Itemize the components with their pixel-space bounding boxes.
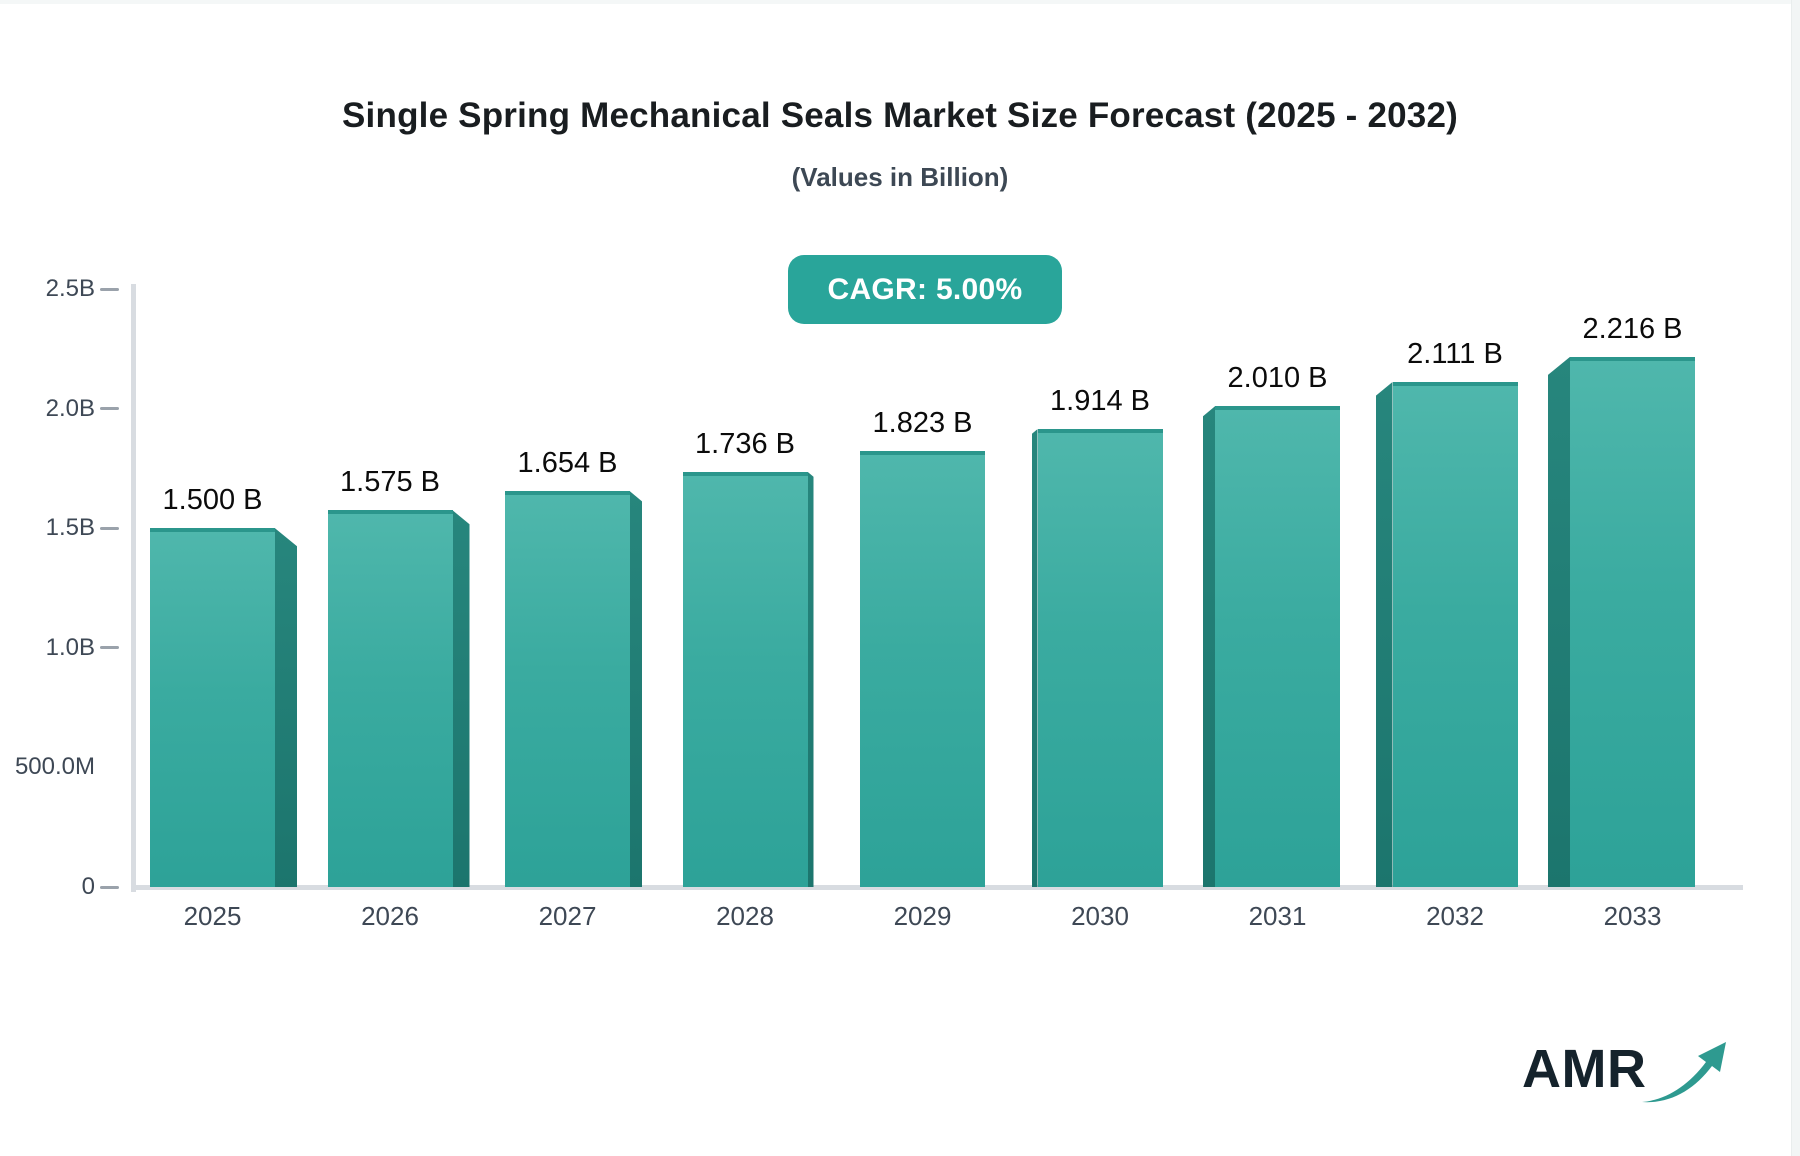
bar-value-label-2026: 1.575 B xyxy=(340,466,440,499)
x-axis-label-2032: 2032 xyxy=(1426,901,1484,931)
y-axis-label-1.0B: 1.0B xyxy=(45,633,95,661)
y-axis-tick xyxy=(100,287,119,291)
bar-3d-side-2026 xyxy=(452,510,470,887)
bar-3d-side-2031 xyxy=(1203,406,1215,887)
y-axis-label-0: 0 xyxy=(81,873,95,900)
bar-2030 xyxy=(1037,429,1163,887)
x-axis-label-2030: 2030 xyxy=(1071,901,1129,931)
chart-subtitle: (Values in Billion) xyxy=(791,162,1009,192)
y-axis-tick xyxy=(100,407,119,411)
y-axis-line xyxy=(131,284,136,892)
y-axis-label-2.0B: 2.0B xyxy=(45,394,95,422)
x-axis-label-2029: 2029 xyxy=(893,901,952,931)
bar-2029 xyxy=(860,450,985,887)
bar-3d-side-2032 xyxy=(1375,382,1393,887)
x-axis-label-2027: 2027 xyxy=(538,901,597,931)
bar-value-label-2031: 2.010 B xyxy=(1227,362,1328,395)
bar-value-label-2029: 1.823 B xyxy=(872,406,973,439)
amr-logo: AMR xyxy=(1522,1028,1732,1108)
x-axis-line xyxy=(131,885,1743,890)
bar-3d-side-2030 xyxy=(1031,429,1038,887)
bar-value-label-2028: 1.736 B xyxy=(695,427,795,460)
bar-2025 xyxy=(150,528,275,887)
bar-2027 xyxy=(505,491,630,887)
x-axis-label-2026: 2026 xyxy=(361,901,419,931)
amr-logo-text: AMR xyxy=(1522,1039,1647,1099)
y-axis-tick xyxy=(100,646,119,650)
bar-value-label-2032: 2.111 B xyxy=(1407,338,1503,371)
y-axis-label-500.0M: 500.0M xyxy=(14,753,95,781)
y-axis-tick xyxy=(100,885,119,889)
bar-value-label-2030: 1.914 B xyxy=(1050,385,1150,418)
page-edge-top xyxy=(0,0,1800,4)
page-edge-right xyxy=(1791,0,1800,1156)
bar-value-label-2033: 2.216 B xyxy=(1582,312,1683,345)
bar-value-label-2025: 1.500 B xyxy=(162,484,263,517)
bar-value-label-2027: 1.654 B xyxy=(517,447,618,480)
bar-3d-side-2027 xyxy=(630,491,642,887)
bar-2031 xyxy=(1215,406,1340,887)
y-axis-tick xyxy=(100,526,119,530)
bar-3d-side-2033 xyxy=(1548,356,1570,887)
bar-2032 xyxy=(1392,382,1518,887)
x-axis-label-2028: 2028 xyxy=(716,901,774,931)
bar-2033 xyxy=(1570,356,1695,887)
y-axis-label-1.5B: 1.5B xyxy=(45,514,95,542)
y-axis-label-2.5B: 2.5B xyxy=(45,275,95,302)
x-axis-label-2033: 2033 xyxy=(1603,901,1662,931)
cagr-badge: CAGR: 5.00% xyxy=(788,255,1062,324)
bar-2028 xyxy=(682,471,808,887)
growth-arrow-icon xyxy=(1642,1042,1726,1103)
chart-title: Single Spring Mechanical Seals Market Si… xyxy=(342,96,1458,135)
bar-2026 xyxy=(327,510,453,887)
bar-3d-side-2025 xyxy=(275,528,297,887)
x-axis-label-2031: 2031 xyxy=(1248,901,1307,931)
bar-3d-side-2028 xyxy=(807,471,814,887)
x-axis-label-2025: 2025 xyxy=(183,901,242,931)
